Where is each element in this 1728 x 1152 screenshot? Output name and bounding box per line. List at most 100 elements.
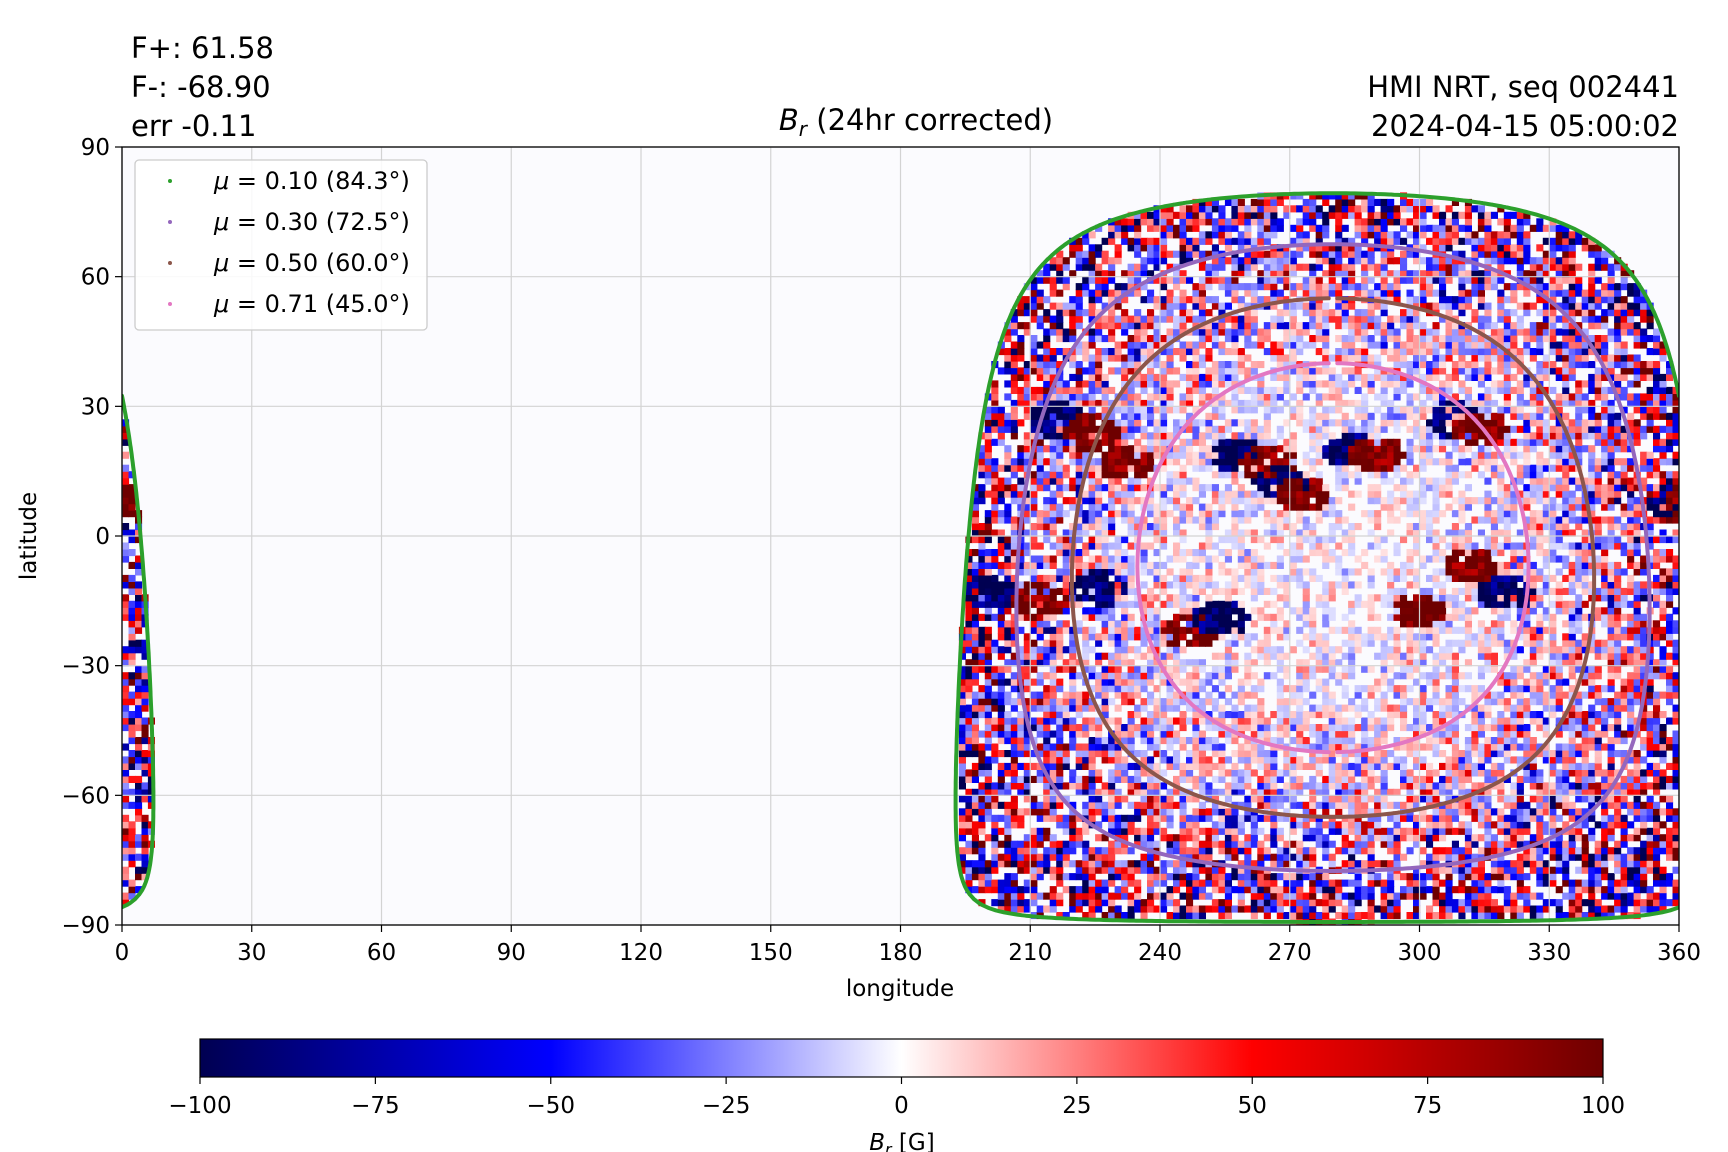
magnetogram-cell [1406,827,1414,835]
magnetogram-cell [1607,795,1615,803]
magnetogram-cell [1497,594,1505,602]
magnetogram-cell [1640,756,1648,764]
magnetogram-cell [1153,711,1161,719]
magnetogram-cell [1211,555,1219,563]
magnetogram-cell [1575,750,1583,758]
magnetogram-cell [1160,652,1168,660]
magnetogram-cell [1607,775,1615,783]
magnetogram-cell [1082,886,1090,894]
magnetogram-cell [1328,737,1336,745]
magnetogram-cell [1147,587,1155,595]
magnetogram-cell [1082,808,1090,816]
magnetogram-cell [1036,607,1044,615]
magnetogram-cell [978,814,986,822]
magnetogram-cell [1516,724,1524,732]
magnetogram-cell [1147,762,1155,770]
magnetogram-cell [1439,737,1447,745]
magnetogram-cell [1309,711,1317,719]
magnetogram-cell [1237,633,1245,641]
magnetogram-cell [1153,873,1161,881]
magnetogram-cell [1244,847,1252,855]
magnetogram-cell [984,568,992,576]
magnetogram-cell [1594,788,1602,796]
magnetogram-cell [1283,853,1291,861]
magnetogram-cell [971,639,979,647]
magnetogram-cell [1659,581,1667,589]
magnetogram-cell [1153,808,1161,816]
magnetogram-cell [1666,555,1674,563]
magnetogram-cell [1069,886,1077,894]
magnetogram-cell [135,717,143,725]
magnetogram-cell [1231,873,1239,881]
magnetogram-cell [991,821,999,829]
magnetogram-cell [1023,743,1031,751]
magnetogram-cell [1653,691,1661,699]
magnetogram-cell [1477,594,1485,602]
magnetogram-cell [1393,549,1401,557]
magnetogram-cell [978,633,986,641]
magnetogram-cell [1387,840,1395,848]
magnetogram-cell [1620,801,1628,809]
magnetogram-cell [1348,549,1356,557]
magnetogram-cell [1198,886,1206,894]
magnetogram-cell [1257,652,1265,660]
magnetogram-cell [1341,840,1349,848]
magnetogram-cell [1581,840,1589,848]
magnetogram-cell [1588,762,1596,770]
magnetogram-cell [1477,801,1485,809]
magnetogram-cell [1477,711,1485,719]
magnetogram-cell [971,827,979,835]
magnetogram-cell [1666,568,1674,576]
magnetogram-cell [1516,801,1524,809]
magnetogram-cell [1315,724,1323,732]
magnetogram-cell [1335,581,1343,589]
magnetogram-cell [1270,536,1278,544]
magnetogram-cell [1354,568,1362,576]
magnetogram-cell [1101,549,1109,557]
magnetogram-cell [1237,536,1245,544]
magnetogram-cell [1464,788,1472,796]
magnetogram-cell [1484,652,1492,660]
magnetogram-cell [1562,775,1570,783]
magnetogram-cell [1380,788,1388,796]
magnetogram-cell [1607,847,1615,855]
magnetogram-cell [1562,659,1570,667]
magnetogram-cell [1315,704,1323,712]
magnetogram-cell [1231,652,1239,660]
magnetogram-cell [1484,821,1492,829]
magnetogram-cell [1575,581,1583,589]
magnetogram-cell [1121,607,1129,615]
magnetogram-cell [1283,594,1291,602]
magnetogram-cell [1588,814,1596,822]
magnetogram-cell [1179,905,1187,913]
magnetogram-cell [1374,788,1382,796]
magnetogram-cell [1620,775,1628,783]
magnetogram-cell [1419,691,1427,699]
magnetogram-cell [1179,698,1187,706]
magnetogram-cell [1218,866,1226,874]
magnetogram-cell [1283,860,1291,868]
magnetogram-cell [1153,892,1161,900]
magnetogram-cell [1562,847,1570,855]
magnetogram-cell [1244,568,1252,576]
magnetogram-cell [1400,762,1408,770]
magnetogram-cell [1594,886,1602,894]
magnetogram-cell [1289,795,1297,803]
magnetogram-cell [1283,685,1291,693]
magnetogram-cell [1451,762,1459,770]
magnetogram-cell [1439,652,1447,660]
magnetogram-cell [1341,704,1349,712]
magnetogram-cell [1127,801,1135,809]
magnetogram-cell [1004,827,1012,835]
magnetogram-cell [1231,769,1239,777]
magnetogram-cell [997,737,1005,745]
magnetogram-cell [1581,769,1589,777]
magnetogram-cell [1173,594,1181,602]
magnetogram-cell [1549,613,1557,621]
magnetogram-cell [1075,698,1083,706]
magnetogram-cell [122,555,130,563]
magnetogram-cell [1471,743,1479,751]
magnetogram-cell [1205,808,1213,816]
magnetogram-cell [1186,762,1194,770]
magnetogram-cell [1419,698,1427,706]
